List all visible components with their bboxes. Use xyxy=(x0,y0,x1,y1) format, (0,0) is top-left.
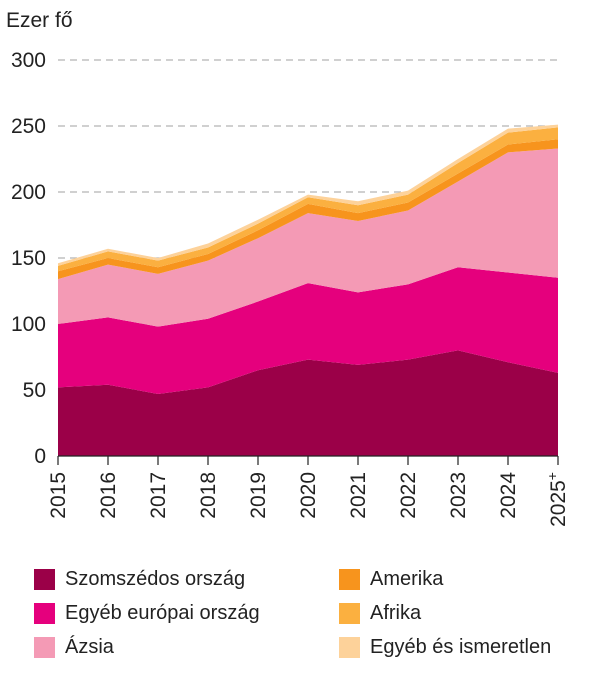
x-tick-label: 2023 xyxy=(447,472,470,519)
legend-item-afrika: Afrika xyxy=(339,599,421,627)
legend-item-azsia: Ázsia xyxy=(34,633,114,661)
y-tick-label: 300 xyxy=(11,49,46,72)
x-tick-label: 2025+ xyxy=(544,472,570,527)
y-tick-label: 0 xyxy=(34,445,46,468)
legend-item-szomszedos: Szomszédos ország xyxy=(34,565,245,593)
axes: 0 50 100 150 200 250 300 2015 2016 2017 2018 2019 20… xyxy=(11,49,570,527)
y-tick-label: 150 xyxy=(11,247,46,270)
legend-label: Ázsia xyxy=(65,635,114,658)
area-szomsz-dos-orsz-g xyxy=(58,350,558,456)
x-tick-label: 2017 xyxy=(147,472,170,519)
legend-label: Szomszédos ország xyxy=(65,567,246,590)
stacked-area-chart: Ezer fő 0 50 100 150 200 250 300 2015 2016 2017 20… xyxy=(6,9,570,527)
legend-label: Egyéb európai ország xyxy=(65,601,260,624)
area-egy-b-eur-pai-orsz-g xyxy=(58,267,558,394)
y-tick-label: 100 xyxy=(11,313,46,336)
x-tick-label: 2021 xyxy=(347,472,370,519)
legend-swatch xyxy=(339,636,360,658)
x-tick-label: 2016 xyxy=(97,472,120,519)
y-tick-label: 50 xyxy=(23,379,46,402)
area--zsia xyxy=(58,148,558,327)
y-tick-label: 200 xyxy=(11,181,46,204)
area-afrika xyxy=(58,127,558,272)
legend-label: Amerika xyxy=(370,567,444,590)
y-unit-label: Ezer fő xyxy=(6,9,73,32)
legend-swatch xyxy=(34,602,55,624)
legend-item-egyeb-europai: Egyéb európai ország xyxy=(34,599,260,627)
area-egy-b-s-ismeretlen xyxy=(58,124,558,266)
area-series xyxy=(58,124,558,456)
x-tick-label: 2018 xyxy=(197,472,220,519)
x-tick-label: 2019 xyxy=(247,472,270,519)
legend-swatch xyxy=(34,568,55,590)
area-amerika xyxy=(58,139,558,280)
x-tick-label: 2024 xyxy=(497,472,520,519)
legend-label: Egyéb és ismeretlen xyxy=(370,635,552,658)
legend-label: Afrika xyxy=(370,601,422,624)
x-tick-label: 2020 xyxy=(297,472,320,519)
legend-swatch xyxy=(34,636,55,658)
legend-swatch xyxy=(339,568,360,590)
x-tick-label: 2015 xyxy=(47,472,70,519)
legend-item-amerika: Amerika xyxy=(339,565,443,593)
legend-swatch xyxy=(339,602,360,624)
y-tick-label: 250 xyxy=(11,115,46,138)
legend-item-egyeb-ismeretlen: Egyéb és ismeretlen xyxy=(339,633,551,661)
x-tick-label: 2022 xyxy=(397,472,420,519)
